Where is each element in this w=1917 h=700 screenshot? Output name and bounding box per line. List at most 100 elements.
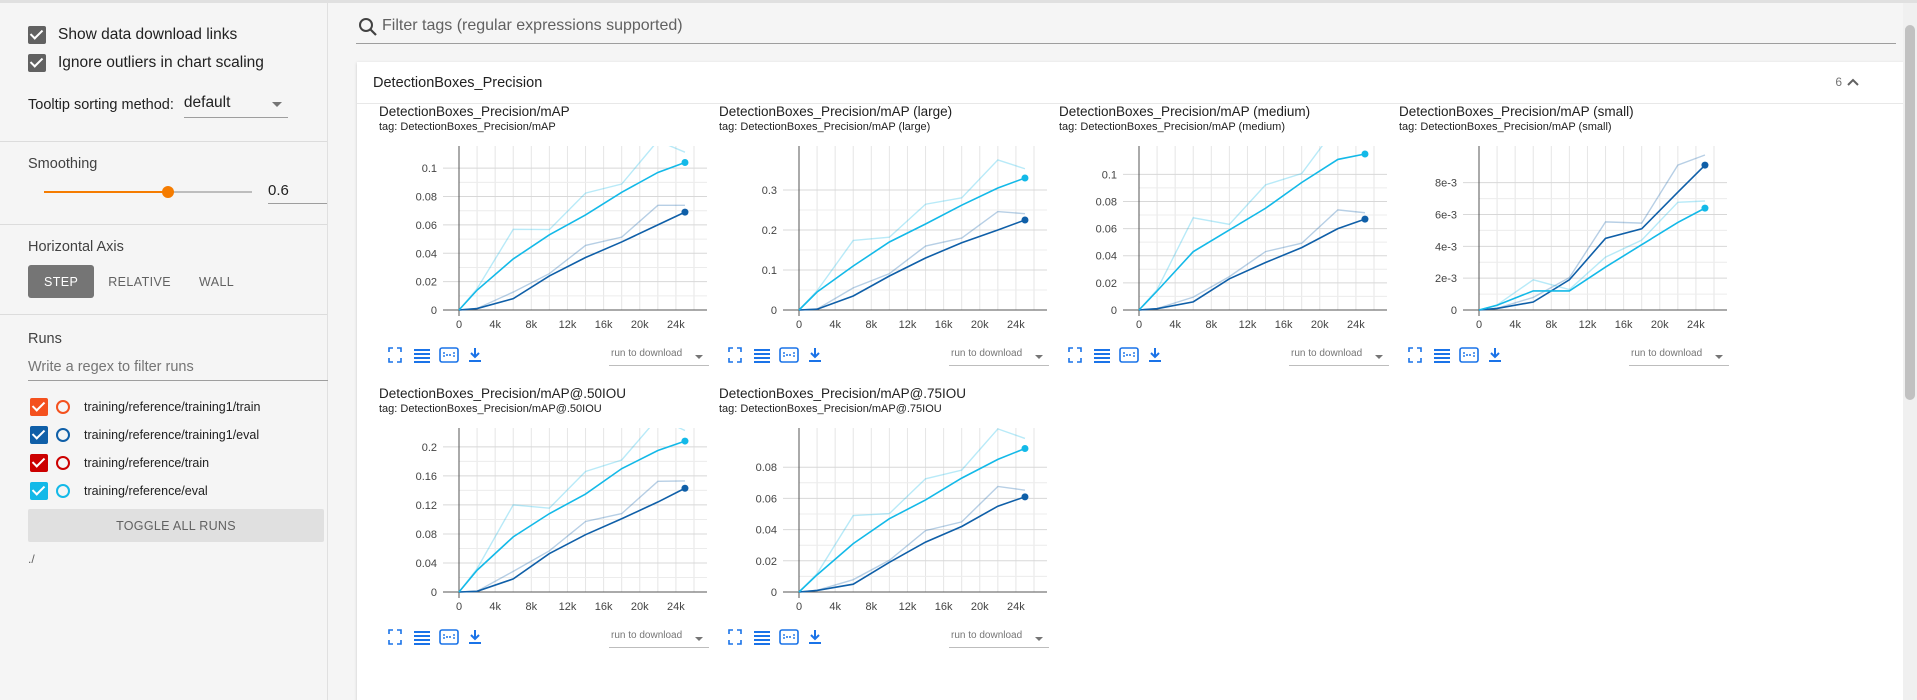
chart-plot[interactable]: 0 0.02 0.04 0.06 0.08 0.1 0 4k 8k 12k 16k 20k 24k: [1059, 134, 1394, 342]
run-to-download-label: run to download: [1291, 348, 1363, 359]
fullscreen-icon[interactable]: [387, 346, 403, 364]
show-download-links-checkbox[interactable]: [28, 26, 46, 44]
y-tick-label: 0.04: [1096, 251, 1117, 263]
series-line: [1478, 207, 1706, 311]
axis-step-button[interactable]: STEP: [28, 265, 95, 298]
page-scrollbar[interactable]: [1903, 3, 1917, 700]
download-icon[interactable]: [807, 346, 823, 364]
toggle-all-runs-button[interactable]: TOGGLE ALL RUNS: [28, 509, 324, 542]
fit-domain-icon[interactable]: [1119, 346, 1139, 364]
run-color-circle[interactable]: [56, 428, 70, 442]
chart-plot[interactable]: 0 0.02 0.04 0.06 0.08 0.1 0 4k 8k 12k 16k 20k 24k: [379, 134, 714, 342]
ignore-outliers-checkbox[interactable]: [28, 54, 46, 72]
y-tick-label: 0.2: [422, 442, 437, 454]
fit-domain-icon[interactable]: [1459, 346, 1479, 364]
toggle-y-log-icon[interactable]: [413, 346, 431, 364]
fullscreen-icon[interactable]: [727, 346, 743, 364]
x-tick-label: 20k: [631, 601, 649, 613]
run-item[interactable]: training/reference/train: [0, 449, 327, 477]
card-header[interactable]: DetectionBoxes_Precision 6: [357, 62, 1904, 104]
runs-filter-input[interactable]: Write a regex to filter runs: [28, 353, 328, 381]
x-tick-label: 12k: [559, 601, 577, 613]
chart-plot[interactable]: 0 0.1 0.2 0.3 0 4k 8k 12k 16k 20k 24k: [719, 134, 1054, 342]
page-scrollbar-thumb[interactable]: [1905, 25, 1915, 400]
fit-domain-icon[interactable]: [779, 628, 799, 646]
show-download-links-option[interactable]: Show data download links: [0, 21, 327, 49]
runs-title: Runs: [28, 331, 62, 347]
fullscreen-icon[interactable]: [387, 628, 403, 646]
tag-filter-input[interactable]: Filter tags (regular expressions support…: [356, 14, 1896, 44]
y-tick-label: 0.12: [416, 500, 437, 512]
fit-domain-icon[interactable]: [439, 628, 459, 646]
run-checkbox[interactable]: [30, 454, 48, 472]
toggle-y-log-icon[interactable]: [753, 628, 771, 646]
run-item[interactable]: training/reference/training1/eval: [0, 421, 327, 449]
y-tick-label: 2e-3: [1435, 273, 1457, 285]
series-raw-line: [798, 210, 1026, 311]
ignore-outliers-option[interactable]: Ignore outliers in chart scaling: [0, 49, 327, 77]
series-end-point: [1361, 215, 1369, 223]
fullscreen-icon[interactable]: [1407, 346, 1423, 364]
y-tick-label: 8e-3: [1435, 178, 1457, 190]
run-to-download-label: run to download: [1631, 348, 1703, 359]
chevron-up-icon[interactable]: [1846, 76, 1860, 88]
chart-toolbar: run to download: [379, 628, 709, 652]
chart-plot[interactable]: 0 0.04 0.08 0.12 0.16 0.2 0 4k 8k 12k 16k 20k 24k: [379, 416, 714, 624]
download-icon[interactable]: [467, 628, 483, 646]
run-to-download-select[interactable]: run to download: [609, 348, 709, 366]
run-to-download-select[interactable]: run to download: [1289, 348, 1389, 366]
toggle-y-log-icon[interactable]: [1433, 346, 1451, 364]
chart-title: DetectionBoxes_Precision/mAP@.50IOU: [379, 386, 627, 401]
fullscreen-icon[interactable]: [1067, 346, 1083, 364]
download-icon[interactable]: [467, 346, 483, 364]
y-tick-label: 0: [1451, 305, 1457, 317]
download-icon[interactable]: [1147, 346, 1163, 364]
run-label: training/reference/training1/eval: [84, 428, 260, 442]
chart-plot[interactable]: 0 0.02 0.04 0.06 0.08 0 4k 8k 12k 16k 20k 24k: [719, 416, 1054, 624]
run-item[interactable]: training/reference/training1/train: [0, 393, 327, 421]
fit-domain-icon[interactable]: [439, 346, 459, 364]
fit-domain-icon[interactable]: [779, 346, 799, 364]
series-line: [458, 211, 686, 311]
run-color-circle[interactable]: [56, 484, 70, 498]
series-end-point: [681, 484, 689, 492]
run-to-download-select[interactable]: run to download: [949, 630, 1049, 648]
x-tick-label: 0: [796, 601, 802, 613]
run-checkbox[interactable]: [30, 482, 48, 500]
download-icon[interactable]: [1487, 346, 1503, 364]
series-end-point: [1021, 216, 1029, 224]
run-to-download-select[interactable]: run to download: [949, 348, 1049, 366]
tooltip-sorting-select[interactable]: default: [183, 92, 288, 118]
series-raw-line: [458, 428, 686, 593]
x-tick-label: 24k: [1007, 601, 1025, 613]
y-tick-label: 0.06: [1096, 224, 1117, 236]
run-checkbox[interactable]: [30, 426, 48, 444]
smoothing-slider-handle[interactable]: [162, 186, 174, 198]
chart-plot[interactable]: 0 2e-3 4e-3 6e-3 8e-3 0 4k 8k 12k 16k 20k 24k: [1399, 134, 1734, 342]
axis-relative-button[interactable]: RELATIVE: [108, 274, 171, 289]
smoothing-value-input[interactable]: 0.6: [268, 178, 327, 204]
series-end-point: [681, 208, 689, 216]
run-to-download-select[interactable]: run to download: [609, 630, 709, 648]
run-item[interactable]: training/reference/eval: [0, 477, 327, 505]
run-checkbox[interactable]: [30, 398, 48, 416]
y-tick-label: 4e-3: [1435, 241, 1457, 253]
download-icon[interactable]: [807, 628, 823, 646]
series-raw-line: [1138, 209, 1366, 311]
toggle-y-log-icon[interactable]: [753, 346, 771, 364]
series-raw-line: [1138, 146, 1323, 311]
axis-wall-button[interactable]: WALL: [198, 274, 235, 289]
y-tick-label: 0.04: [756, 525, 777, 537]
fullscreen-icon[interactable]: [727, 628, 743, 646]
x-tick-label: 0: [796, 319, 802, 331]
run-color-circle[interactable]: [56, 456, 70, 470]
x-tick-label: 16k: [1615, 319, 1633, 331]
x-tick-label: 4k: [829, 601, 841, 613]
y-tick-label: 0: [431, 587, 437, 599]
run-to-download-select[interactable]: run to download: [1629, 348, 1729, 366]
x-tick-label: 16k: [1275, 319, 1293, 331]
toggle-y-log-icon[interactable]: [1093, 346, 1111, 364]
run-label: training/reference/train: [84, 456, 210, 470]
run-color-circle[interactable]: [56, 400, 70, 414]
toggle-y-log-icon[interactable]: [413, 628, 431, 646]
